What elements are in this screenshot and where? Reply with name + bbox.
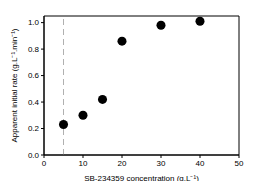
svg-text:0.0: 0.0 bbox=[28, 151, 40, 160]
svg-text:0.6: 0.6 bbox=[28, 71, 40, 80]
svg-text:20: 20 bbox=[118, 159, 127, 168]
svg-text:SB-234359 concentration (g.L⁻¹: SB-234359 concentration (g.L⁻¹) bbox=[84, 174, 199, 181]
svg-text:1.0: 1.0 bbox=[28, 18, 40, 27]
svg-text:10: 10 bbox=[79, 159, 88, 168]
svg-text:0.8: 0.8 bbox=[28, 45, 40, 54]
svg-text:0: 0 bbox=[42, 159, 47, 168]
svg-text:Apparent initial rate (g.L⁻¹.m: Apparent initial rate (g.L⁻¹.min⁻¹) bbox=[10, 28, 19, 142]
svg-text:0.2: 0.2 bbox=[28, 124, 40, 133]
svg-text:0.4: 0.4 bbox=[28, 98, 40, 107]
svg-text:30: 30 bbox=[157, 159, 166, 168]
svg-text:50: 50 bbox=[235, 159, 244, 168]
svg-text:40: 40 bbox=[196, 159, 205, 168]
